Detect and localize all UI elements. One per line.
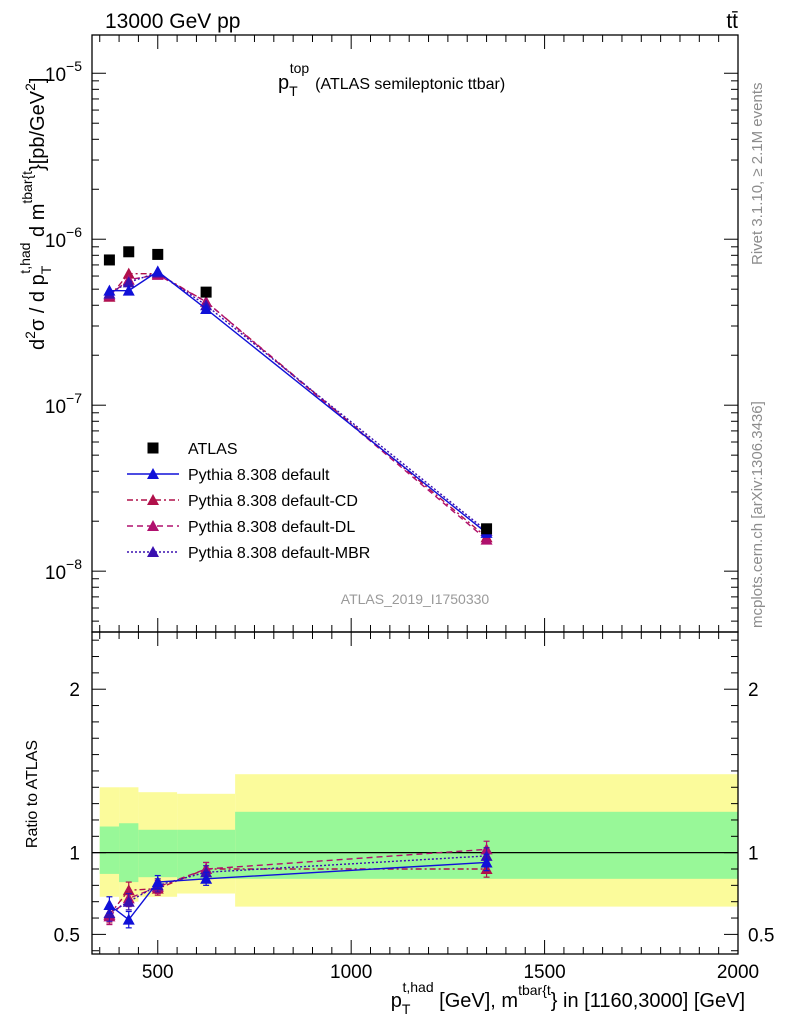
data-point (481, 523, 493, 535)
ratio-ytick-label-right: 2 (748, 680, 759, 701)
title-rest: (ATLAS semileptonic ttbar) (315, 76, 505, 93)
ratio-series-point (200, 872, 213, 884)
xlabel-mid: [GeV], m (434, 990, 518, 1012)
main-series-point (151, 265, 164, 277)
data-point (103, 254, 115, 266)
data-point (152, 248, 164, 260)
band-inner (138, 829, 178, 878)
main-series-point (103, 284, 116, 296)
xlabel-sup2: tbar{t (518, 982, 551, 998)
legend-marker (147, 546, 159, 557)
analysis-watermark: ATLAS_2019_I1750330 (341, 591, 490, 607)
ylabel-unit: }[pb/GeV (27, 90, 49, 171)
main-ylabel: d2σ / d pTt,had d mtbar{t}[pb/GeV2] (17, 78, 54, 350)
title-p: p (278, 72, 289, 94)
main-series-point (200, 302, 213, 314)
ylabel-dm: d m (27, 204, 49, 243)
ratio-series-group (103, 840, 493, 929)
legend-label: Pythia 8.308 default (188, 467, 330, 484)
ratio-series-point (122, 913, 135, 925)
ylabel-close: ] (27, 78, 49, 84)
data-point (123, 246, 135, 258)
ylabel-sup2: tbar{t (19, 171, 35, 204)
title-sub: T (289, 83, 298, 99)
xlabel-p: p (391, 990, 402, 1012)
ratio-series-line (108, 848, 487, 917)
main-ytick-label: 10−7 (45, 390, 82, 418)
legend-label: Pythia 8.308 default-DL (188, 519, 355, 536)
plot-title: pTtop (ATLAS semileptonic ttbar) (278, 60, 505, 99)
ratio-xlabel: pTt,had [GeV], mtbar{t} in [1160,3000] [… (391, 979, 745, 1017)
header-left: 13000 GeV pp (105, 10, 240, 33)
ylabel-d2: d (27, 339, 49, 350)
header-right: tt̄ (726, 10, 738, 33)
ratio-ytick-label: 1 (69, 844, 80, 865)
ylabel-sup: t,had (17, 243, 33, 274)
ylabel-two: 2 (22, 331, 38, 339)
mcplots-credit-text: mcplots.cern.ch [arXiv:1306.3436] (749, 401, 766, 628)
main-series-point (480, 533, 493, 545)
ratio-ytick-label: 2 (69, 680, 80, 701)
xtick-label: 500 (142, 962, 174, 983)
main-ytick-label: 10−6 (45, 224, 82, 252)
ratio-y-axis: 0.5 0.5 1 1 2 2 (54, 639, 774, 952)
main-series-point (122, 284, 135, 296)
legend-marker (147, 520, 159, 531)
legend-marker (147, 442, 159, 454)
ratio-series-point (151, 876, 164, 888)
band-inner (99, 826, 120, 874)
legend-label: ATLAS (188, 441, 238, 458)
xtick-label: 1500 (523, 962, 565, 983)
legend-label: Pythia 8.308 default-MBR (188, 545, 370, 562)
ratio-ytick-label: 0.5 (54, 925, 80, 946)
legend-marker (147, 468, 159, 479)
ratio-series-point (122, 895, 135, 907)
data-point (200, 286, 212, 298)
main-series-point (122, 276, 135, 288)
ylabel-sub: T (38, 265, 54, 274)
main-frame (91, 34, 739, 633)
main-ytick-label: 10−5 (45, 58, 82, 86)
xlabel-sup: t,had (402, 979, 433, 995)
legend-label: Pythia 8.308 default-CD (188, 493, 358, 510)
ratio-uncertainty-bands (99, 774, 739, 907)
legend: ATLAS Pythia 8.308 default Pythia 8.308 de… (127, 441, 370, 562)
main-y-axis: 10−8 10−7 10−6 10−5 (45, 58, 738, 622)
main-series-point (122, 267, 135, 279)
ratio-series-point (480, 856, 493, 868)
ratio-series-point (103, 898, 116, 910)
ratio-ytick-label-right: 1 (748, 844, 759, 865)
xtick-label: 1000 (330, 962, 372, 983)
main-ytick-label: 10−8 (45, 556, 82, 584)
ratio-frame (91, 631, 739, 955)
xlabel-sub: T (402, 1001, 411, 1017)
xlabel-rest: } in [1160,3000] [GeV] (551, 990, 745, 1012)
ratio-ytick-label-right: 0.5 (748, 925, 774, 946)
ratio-x-axis: 500 1000 1500 2000 (99, 632, 759, 983)
ylabel-unit-sup: 2 (22, 83, 38, 91)
main-x-ticks (99, 35, 739, 632)
rivet-version-text: Rivet 3.1.10, ≥ 2.1M events (749, 83, 766, 266)
title-sup: top (290, 60, 310, 76)
ratio-ylabel: Ratio to ATLAS (24, 740, 41, 848)
main-series-group (103, 246, 493, 545)
xtick-label: 2000 (717, 962, 759, 983)
legend-marker (147, 494, 159, 505)
ylabel-sigma: σ / d p (27, 274, 49, 331)
